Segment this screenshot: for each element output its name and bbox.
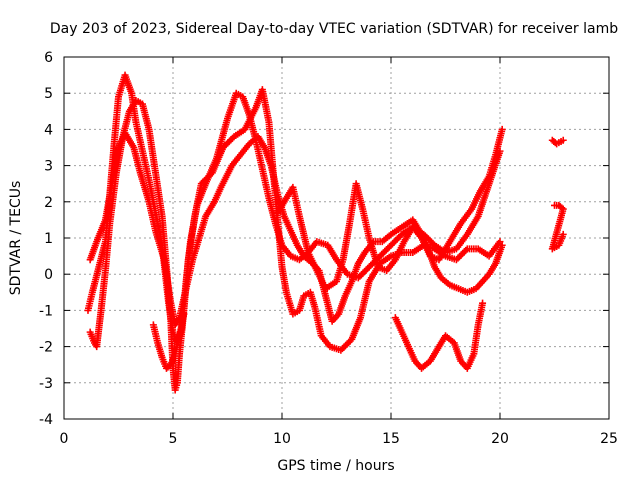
- series-track-6: [391, 299, 487, 372]
- y-tick-label: 4: [44, 122, 53, 138]
- data-point-track-2-57-0: [496, 238, 504, 246]
- chart-title: Day 203 of 2023, Sidereal Day-to-day VTE…: [50, 21, 618, 37]
- x-axis-label: GPS time / hours: [277, 458, 394, 474]
- y-tick-label: -1: [39, 303, 53, 319]
- x-tick-label: 10: [273, 431, 291, 447]
- x-tick-label: 15: [382, 431, 400, 447]
- x-tick-label: 25: [600, 431, 618, 447]
- x-tick-label: 5: [169, 431, 178, 447]
- y-tick-label: 5: [44, 86, 53, 102]
- y-tick-label: 0: [44, 267, 53, 283]
- data-marks: [84, 71, 567, 394]
- x-tick-label: 20: [491, 431, 509, 447]
- y-tick-label: 2: [44, 195, 53, 211]
- y-tick-label: 3: [44, 159, 53, 175]
- y-tick-label: -4: [39, 412, 53, 428]
- data-point-track-6-13-0: [479, 299, 487, 307]
- data-point-track-3-56-0: [498, 241, 506, 249]
- y-axis-label: SDTVAR / TECUs: [8, 181, 24, 296]
- series-track-4: [149, 310, 188, 372]
- series-track-7: [548, 136, 567, 253]
- y-tick-label: 1: [44, 231, 53, 247]
- series-track-5: [274, 125, 506, 293]
- y-tick-label: 6: [44, 50, 53, 66]
- x-tick-label: 0: [60, 431, 69, 447]
- series-track-3: [86, 129, 506, 329]
- tick-labels: 0 5 10 15 20 25 -4 -3 -2 -1 0 1 2 3 4 5 6: [39, 50, 618, 447]
- data-point-track-7-8-0: [559, 230, 567, 238]
- axis-ticks: [63, 56, 610, 420]
- data-point-track-4-7-0: [180, 310, 188, 318]
- y-tick-label: -2: [39, 340, 53, 356]
- data-point-track-7-2-0: [559, 136, 567, 144]
- data-point-track-5-27-0: [498, 125, 506, 133]
- y-tick-label: -3: [39, 376, 53, 392]
